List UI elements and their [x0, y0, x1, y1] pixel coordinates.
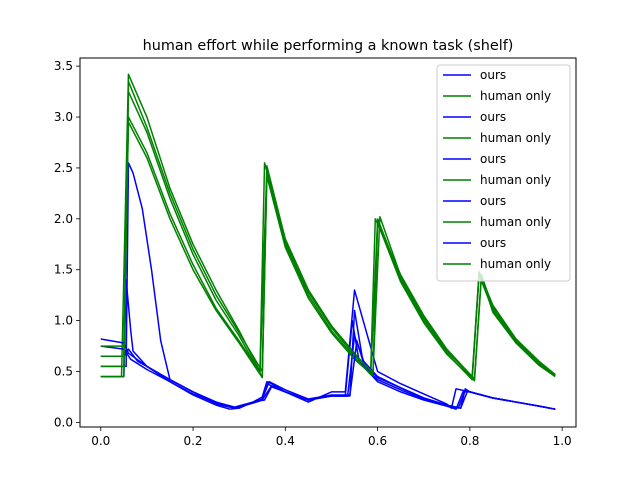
series-line-9 [100, 338, 556, 410]
x-tick-label: 0.4 [276, 434, 295, 448]
y-tick-label: 1.5 [54, 263, 73, 277]
legend-label: human only [480, 257, 551, 271]
legend-label: ours [480, 194, 506, 208]
x-tick-label: 0.0 [91, 434, 110, 448]
x-tick-label: 0.2 [183, 434, 202, 448]
legend-label: human only [480, 131, 551, 145]
legend-label: human only [480, 173, 551, 187]
y-tick-label: 0.5 [54, 365, 73, 379]
legend-label: ours [480, 68, 506, 82]
y-tick-label: 0.0 [54, 415, 73, 429]
legend: ours human only ours human only ours human on… [436, 64, 571, 282]
y-tick-label: 3.0 [54, 110, 73, 124]
y-tick-label: 2.5 [54, 161, 73, 175]
x-tick-label: 0.6 [368, 434, 387, 448]
y-tick-label: 1.0 [54, 314, 73, 328]
legend-label: ours [480, 236, 506, 250]
legend-label: human only [480, 89, 551, 103]
y-tick-label: 2.0 [54, 212, 73, 226]
y-axis: 0.0 0.5 1.0 1.5 2.0 2.5 3.0 3.5 [54, 59, 80, 429]
x-axis: 0.0 0.2 0.4 0.6 0.8 1.0 [91, 427, 572, 448]
legend-box [436, 64, 571, 282]
x-tick-label: 1.0 [553, 434, 572, 448]
legend-label: ours [480, 110, 506, 124]
x-tick-label: 0.8 [460, 434, 479, 448]
legend-label: human only [480, 215, 551, 229]
y-tick-label: 3.5 [54, 59, 73, 73]
plot-frame [79, 57, 577, 428]
chart-title: human effort while performing a known ta… [143, 38, 514, 54]
legend-label: ours [480, 152, 506, 166]
